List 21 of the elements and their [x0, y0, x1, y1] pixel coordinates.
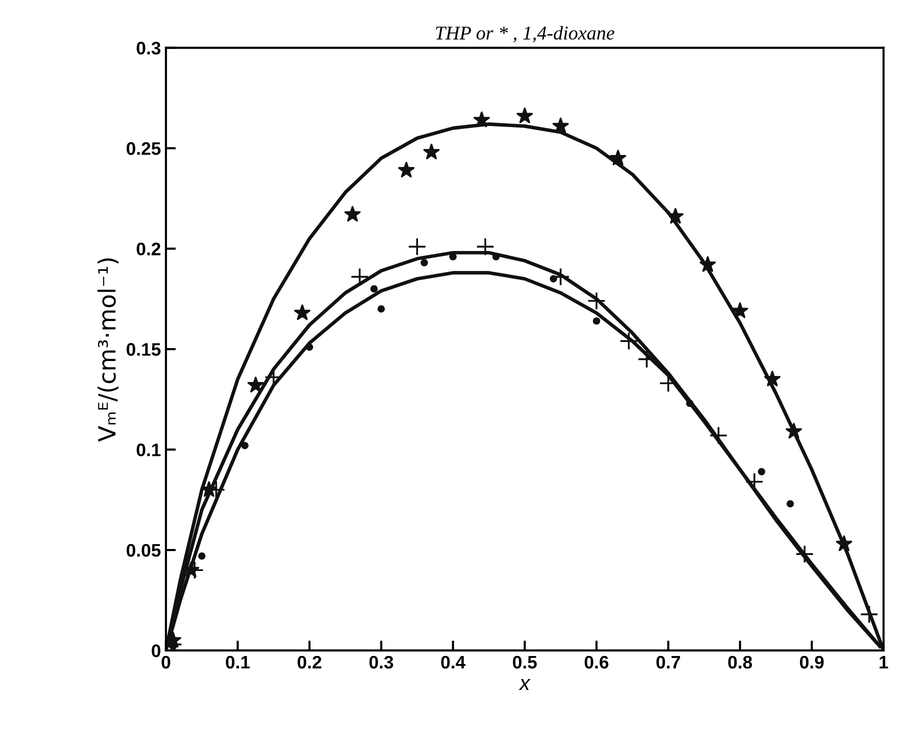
chart-title: THP or * , 1,4-dioxane: [436, 26, 614, 42]
y-axis-title: Vₘᴱ/(cm³·mol⁻¹): [98, 258, 119, 442]
y-tick-label: 0.1: [136, 444, 161, 456]
x-tick-label: 1: [880, 656, 888, 668]
y-tick-label: 0.25: [126, 142, 161, 155]
y-tick-label: 0: [152, 644, 160, 658]
x-tick-label: 0.6: [584, 656, 608, 669]
y-tick-label: 0.3: [136, 42, 160, 55]
x-tick-label: 0: [162, 656, 170, 669]
y-tick-label: 0.2: [136, 242, 160, 256]
x-tick-label: 0.4: [441, 656, 466, 669]
x-tick-label: 0.7: [656, 656, 680, 669]
x-tick-label: 0.5: [512, 656, 537, 669]
x-tick-label: 0.8: [728, 656, 752, 669]
x-tick-label: 0.3: [369, 656, 394, 669]
x-tick-label: 0.2: [298, 656, 322, 669]
x-axis-title: x: [518, 679, 531, 690]
x-tick-label: 0.9: [800, 656, 824, 669]
y-tick-label: 0.05: [126, 544, 161, 557]
y-tick-label: 0.15: [126, 343, 161, 356]
x-tick-label: 0.1: [226, 656, 250, 669]
